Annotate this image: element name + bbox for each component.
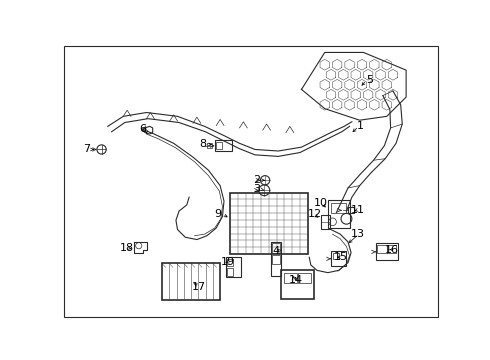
Bar <box>281 270 314 299</box>
Text: 11: 11 <box>351 204 365 215</box>
Bar <box>272 255 280 264</box>
Bar <box>285 273 297 283</box>
Text: 9: 9 <box>215 209 222 219</box>
Text: 3: 3 <box>253 184 261 194</box>
Bar <box>376 243 397 260</box>
Text: 7: 7 <box>83 144 90 154</box>
Text: 1: 1 <box>357 121 364 131</box>
Bar <box>230 193 308 254</box>
Bar <box>348 207 354 213</box>
Text: 13: 13 <box>351 229 365 239</box>
Bar <box>321 215 330 229</box>
Bar <box>227 259 233 266</box>
Text: 16: 16 <box>385 244 399 255</box>
Bar <box>162 264 220 300</box>
Bar <box>270 242 281 276</box>
Text: 14: 14 <box>289 275 303 285</box>
Text: 19: 19 <box>221 257 235 267</box>
Text: 2: 2 <box>253 175 261 185</box>
Text: 12: 12 <box>308 209 322 219</box>
Bar <box>227 268 233 276</box>
Bar <box>216 142 221 149</box>
Text: 10: 10 <box>314 198 328 208</box>
Text: 17: 17 <box>192 282 206 292</box>
Text: 4: 4 <box>272 246 279 256</box>
Text: 6: 6 <box>139 125 146 134</box>
Text: 18: 18 <box>120 243 134 253</box>
Bar <box>272 243 280 253</box>
Bar <box>377 245 387 253</box>
Bar <box>225 257 241 277</box>
Text: 5: 5 <box>367 75 373 85</box>
Bar <box>331 203 346 213</box>
Text: 8: 8 <box>199 139 206 149</box>
Bar <box>331 251 346 266</box>
Bar <box>215 140 232 151</box>
Bar <box>387 245 396 253</box>
Bar <box>328 200 349 228</box>
Text: 15: 15 <box>334 252 348 262</box>
Bar <box>207 143 212 148</box>
Bar <box>298 273 311 283</box>
Bar <box>333 253 339 259</box>
